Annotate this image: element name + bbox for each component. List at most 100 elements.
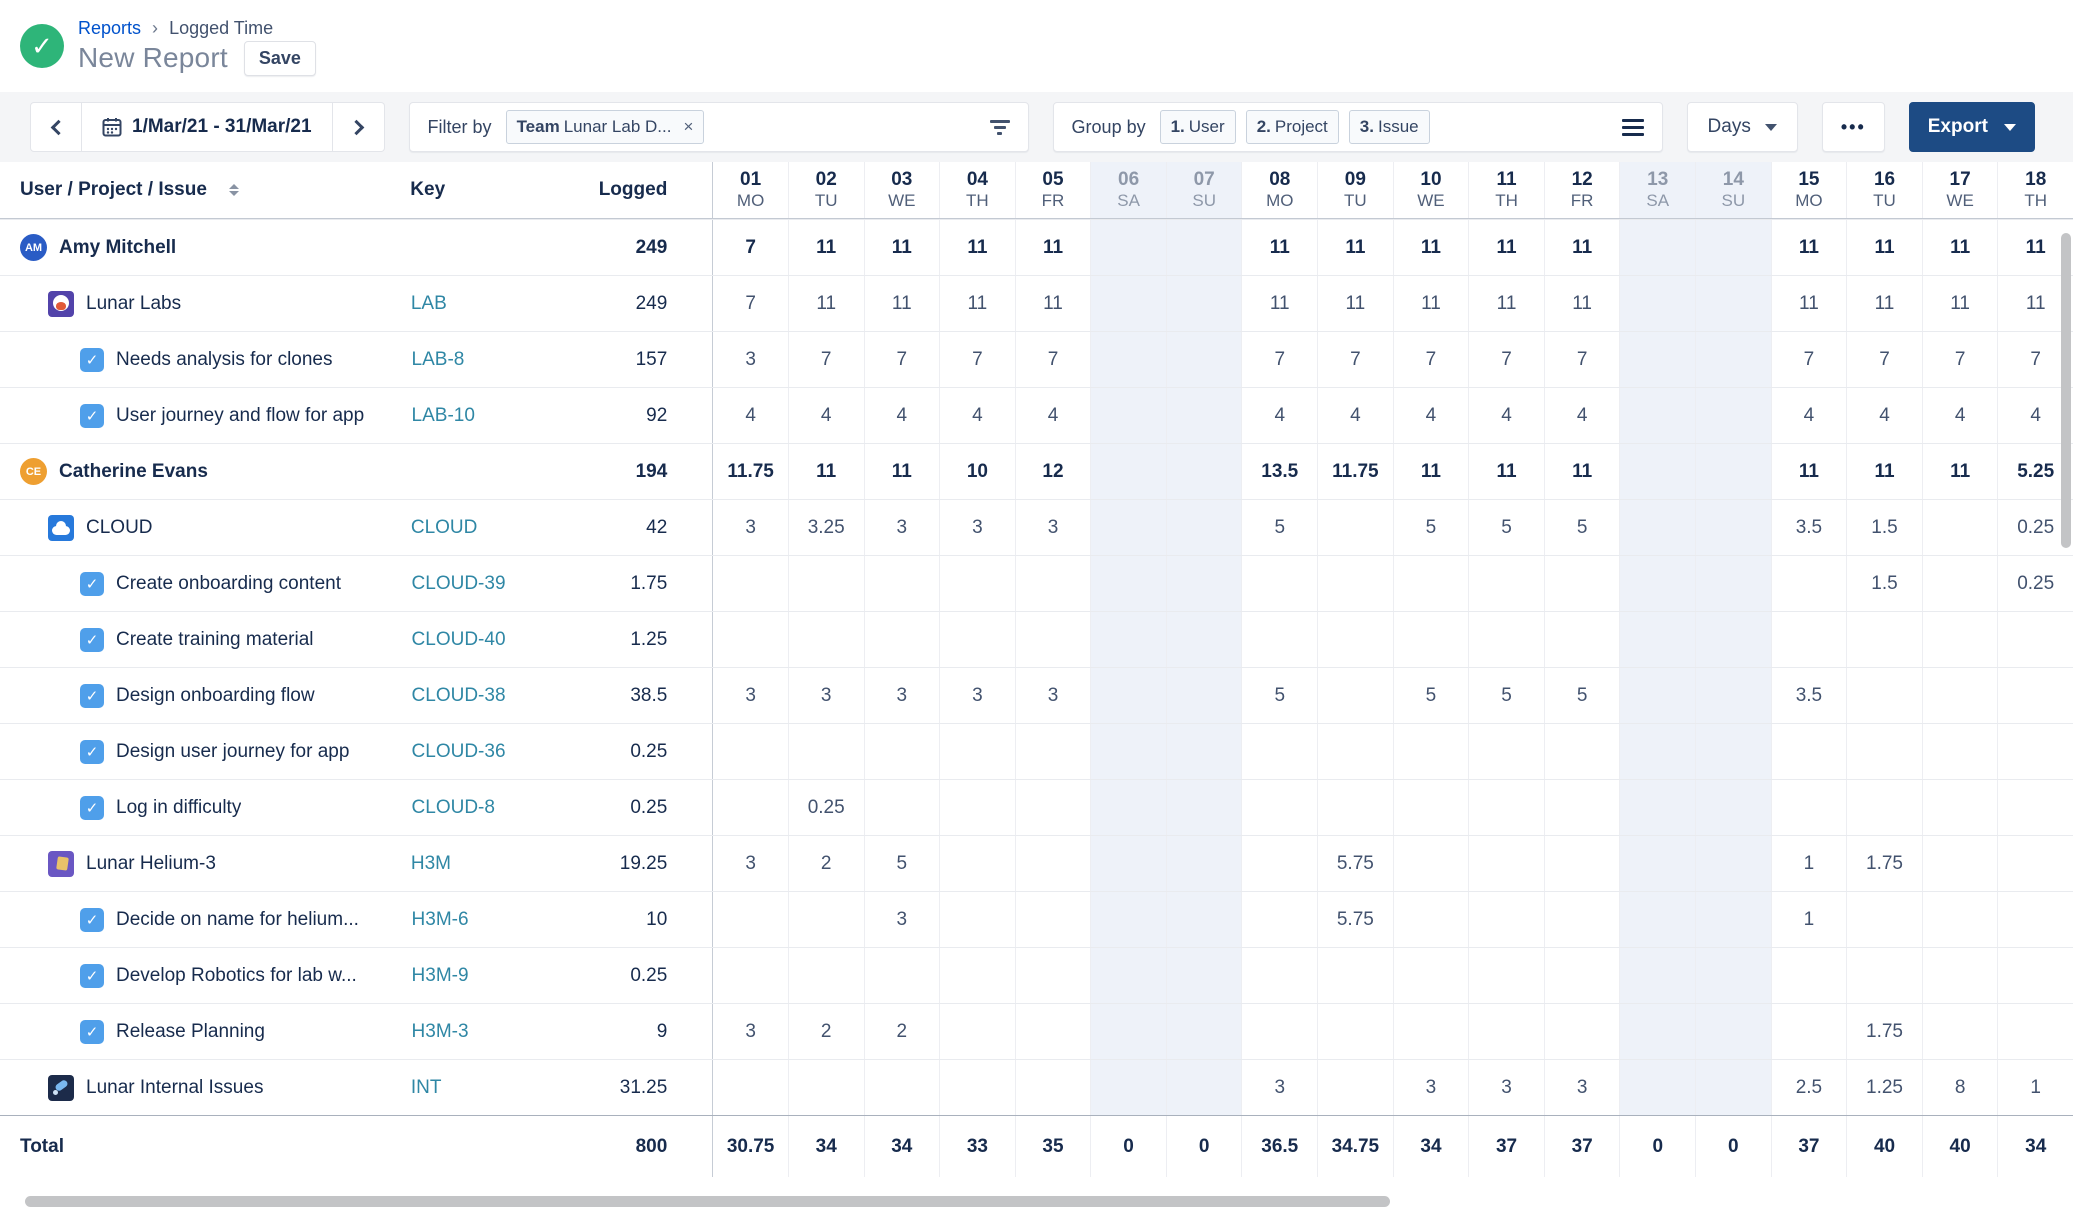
logged-day-cell: 11	[1392, 220, 1469, 275]
logged-day-cell	[1619, 724, 1696, 779]
row-name-cell[interactable]: ✓ Needs analysis for clones	[0, 332, 412, 387]
row-name-cell[interactable]: ✓ User journey and flow for app	[0, 388, 412, 443]
logged-day-cell: 5	[1241, 500, 1317, 555]
logged-day-cell: 3	[712, 500, 788, 555]
date-range-button[interactable]: 1/Mar/21 - 31/Mar/21	[82, 102, 333, 152]
issue-key-link[interactable]: CLOUD-36	[411, 740, 506, 762]
issue-key-link[interactable]: H3M-3	[411, 1020, 469, 1042]
issue-key-link[interactable]: CLOUD-39	[411, 572, 506, 594]
team-filter-chip[interactable]: Team Lunar Lab D... ×	[505, 110, 705, 144]
logged-day-cell	[1090, 276, 1166, 331]
row-name-cell[interactable]: Lunar Internal Issues	[0, 1060, 411, 1115]
logged-day-cell	[1165, 1060, 1242, 1115]
logged-day-cell	[1770, 724, 1847, 779]
logged-day-cell: 1.5	[1846, 500, 1922, 555]
name-column-header[interactable]: User / Project / Issue	[0, 162, 410, 218]
row-name-cell[interactable]: ✓ Release Planning	[0, 1004, 412, 1059]
breadcrumb-reports-link[interactable]: Reports	[78, 17, 142, 38]
key-cell: CLOUD	[411, 500, 534, 555]
row-name-cell[interactable]: ✓ Create training material	[0, 612, 412, 667]
issue-key-link[interactable]: CLOUD-8	[411, 796, 495, 818]
logged-day-cell	[1619, 612, 1696, 667]
row-name-cell[interactable]: CLOUD	[0, 500, 411, 555]
logged-day-cell	[712, 1060, 788, 1115]
logged-day-cell	[1846, 780, 1922, 835]
logged-day-cell	[1921, 724, 1998, 779]
issue-key-link[interactable]: H3M	[410, 852, 451, 874]
issue-key-link[interactable]: CLOUD-40	[411, 628, 506, 650]
row-name-cell[interactable]: CE Catherine Evans	[0, 444, 410, 499]
logged-day-cell	[1317, 724, 1393, 779]
group-chip-issue[interactable]: 3. Issue	[1348, 110, 1430, 144]
logged-day-cell	[1921, 1004, 1998, 1059]
logged-day-cell	[1695, 892, 1771, 947]
date-navigation: 1/Mar/21 - 31/Mar/21	[30, 102, 385, 152]
export-label: Export	[1927, 116, 1988, 137]
row-name-cell[interactable]: ✓ Design user journey for app	[0, 724, 412, 779]
horizontal-scrollbar-thumb[interactable]	[25, 1196, 1390, 1207]
row-name-cell[interactable]: AM Amy Mitchell	[0, 220, 410, 275]
issue-row: ✓ Needs analysis for clones LAB-8 157 3 7 7 7 7 7…	[0, 331, 2073, 387]
logged-total-cell: 194	[635, 460, 668, 482]
issue-key-link[interactable]: LAB-8	[411, 348, 465, 370]
remove-filter-icon[interactable]: ×	[683, 117, 694, 136]
logged-day-cell	[1619, 780, 1696, 835]
chevron-down-icon	[1764, 123, 1777, 131]
logged-day-cell	[1392, 612, 1469, 667]
issue-key-link[interactable]: CLOUD	[410, 516, 478, 538]
issue-key-link[interactable]: LAB-10	[411, 404, 475, 426]
more-options-button[interactable]: •••	[1821, 102, 1885, 152]
row-name-cell[interactable]: Lunar Labs	[0, 276, 411, 331]
chevron-left-icon	[50, 119, 66, 135]
logged-day-cell: 13.5	[1241, 444, 1317, 499]
total-day-cell: 37	[1770, 1116, 1847, 1177]
logged-day-cell: 4	[1997, 388, 2073, 443]
logged-day-cell: 2	[863, 1004, 940, 1059]
row-name-cell[interactable]: ✓ Create onboarding content	[0, 556, 412, 611]
logged-day-cell: 11	[1468, 444, 1544, 499]
logged-day-cell	[1619, 892, 1696, 947]
row-name-cell[interactable]: ✓ Develop Robotics for lab w...	[0, 948, 412, 1003]
export-button[interactable]: Export	[1908, 102, 2035, 152]
logged-day-cell: 7	[1014, 332, 1091, 387]
menu-icon[interactable]	[1621, 118, 1644, 136]
logged-day-cell	[1468, 836, 1544, 891]
issue-checkbox-icon: ✓	[80, 683, 104, 708]
row-name-cell[interactable]: ✓ Design onboarding flow	[0, 668, 412, 723]
issue-key-link[interactable]: H3M-6	[411, 908, 469, 930]
issue-key-link[interactable]: INT	[410, 1076, 442, 1098]
sort-icon[interactable]	[228, 184, 239, 196]
logged-day-cell	[1619, 1004, 1696, 1059]
group-chip-user[interactable]: 1. User	[1159, 110, 1236, 144]
row-name-cell[interactable]: Lunar Helium-3	[0, 836, 411, 891]
save-button[interactable]: Save	[243, 40, 316, 76]
group-chip-project[interactable]: 2. Project	[1245, 110, 1339, 144]
horizontal-scrollbar[interactable]	[0, 1193, 2073, 1209]
logged-day-cell: 1.25	[1846, 1060, 1922, 1115]
issue-key-link[interactable]: H3M-9	[411, 964, 469, 986]
total-row: Total 800 30.75 34 34 33 35 0 0 36.5 34.75 34 37 37…	[0, 1115, 2073, 1177]
row-name-cell[interactable]: ✓ Log in difficulty	[0, 780, 412, 835]
logged-day-cell	[1543, 1004, 1620, 1059]
h3m-project-icon	[48, 850, 74, 877]
logged-day-cell: 11	[1846, 276, 1922, 331]
previous-period-button[interactable]	[30, 102, 82, 152]
vertical-scrollbar-thumb[interactable]	[2061, 233, 2071, 548]
logged-day-cell: 3	[1241, 1060, 1317, 1115]
next-period-button[interactable]	[332, 102, 385, 152]
logged-day-cell: 7	[1543, 332, 1620, 387]
unit-select-button[interactable]: Days	[1686, 102, 1798, 152]
issue-row: ✓ Create training material CLOUD-40 1.25	[0, 611, 2073, 667]
filter-icon[interactable]	[989, 119, 1010, 135]
logged-day-cell	[1317, 1060, 1393, 1115]
issue-key-link[interactable]: LAB	[410, 292, 447, 314]
logged-day-cell	[1165, 948, 1242, 1003]
logged-day-cell: 7	[863, 332, 940, 387]
logged-day-cell: 4	[712, 388, 788, 443]
logged-day-cell	[1695, 1060, 1771, 1115]
logged-day-cell	[1695, 500, 1771, 555]
total-day-cell: 40	[1846, 1116, 1922, 1177]
issue-key-link[interactable]: CLOUD-38	[411, 684, 506, 706]
row-name-cell[interactable]: ✓ Decide on name for helium...	[0, 892, 412, 947]
